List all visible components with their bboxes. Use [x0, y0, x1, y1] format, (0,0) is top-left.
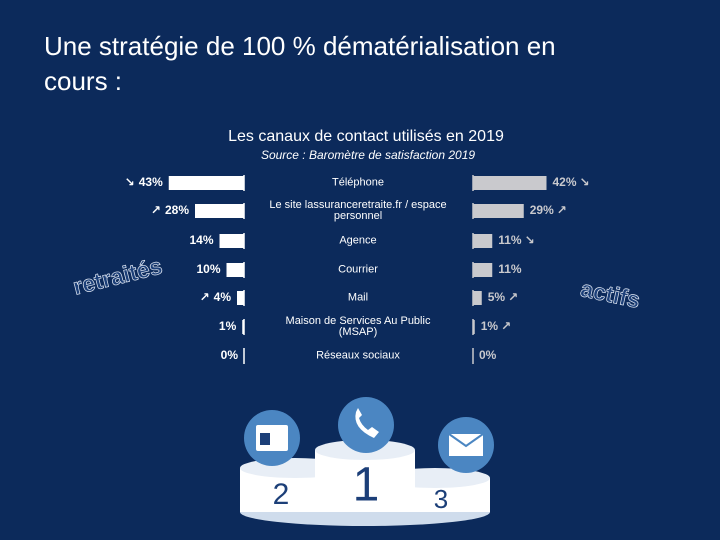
- bar: [473, 176, 547, 190]
- bar: [226, 263, 244, 277]
- trend-arrow: ↗: [200, 290, 210, 304]
- slide-title: cours :: [44, 66, 122, 96]
- chart-title: Les canaux de contact utilisés en 2019: [228, 128, 504, 145]
- bar: [473, 234, 493, 248]
- value-label: 28%: [165, 203, 189, 217]
- value-label: 0%: [221, 348, 239, 362]
- category-label: Agence: [339, 234, 377, 247]
- value-label: 43%: [139, 175, 163, 189]
- trend-arrow: ↗: [557, 203, 567, 217]
- series-label: retraités: [70, 253, 164, 300]
- bar: [168, 176, 244, 190]
- bar: [473, 320, 475, 334]
- value-label: 0%: [479, 348, 497, 362]
- trend-arrow: ↗: [501, 319, 511, 333]
- trend-arrow: ↗: [508, 290, 518, 304]
- category-label: Maison de Services Au Public (MSAP): [285, 315, 431, 338]
- value-label: 29%: [530, 203, 554, 217]
- bar: [237, 291, 244, 305]
- category-label: Réseaux sociaux: [316, 349, 400, 362]
- podium-number: 3: [434, 484, 448, 514]
- bar: [473, 204, 524, 218]
- series-label: actifs: [578, 275, 642, 313]
- category-label: Téléphone: [332, 176, 384, 189]
- podium-number: 1: [353, 459, 380, 512]
- value-label: 11%: [498, 233, 522, 247]
- slide-title: Une stratégie de 100 % dématérialisation…: [44, 31, 556, 61]
- category-label: Le site lassuranceretraite.fr / espace p…: [269, 199, 447, 222]
- value-label: 11%: [498, 262, 522, 276]
- trend-arrow: ↘: [580, 175, 590, 189]
- trend-arrow: ↘: [125, 175, 135, 189]
- category-label: Mail: [347, 291, 369, 304]
- chart-subtitle: Source : Baromètre de satisfaction 2019: [261, 148, 475, 162]
- trend-arrow: ↗: [151, 203, 161, 217]
- bar: [473, 291, 482, 305]
- value-label: 14%: [189, 233, 213, 247]
- value-label: 42%: [553, 175, 577, 189]
- podium: [240, 397, 494, 526]
- bar: [473, 263, 493, 277]
- bar: [242, 320, 244, 334]
- bar: [195, 204, 244, 218]
- value-label: 5%: [488, 290, 506, 304]
- bar: [219, 234, 244, 248]
- category-label: Courrier: [338, 263, 378, 276]
- value-label: 1%: [481, 319, 499, 333]
- trend-arrow: ↘: [525, 233, 535, 247]
- value-label: 4%: [214, 290, 232, 304]
- value-label: 1%: [219, 319, 237, 333]
- value-label: 10%: [196, 262, 220, 276]
- podium-number: 2: [273, 478, 290, 511]
